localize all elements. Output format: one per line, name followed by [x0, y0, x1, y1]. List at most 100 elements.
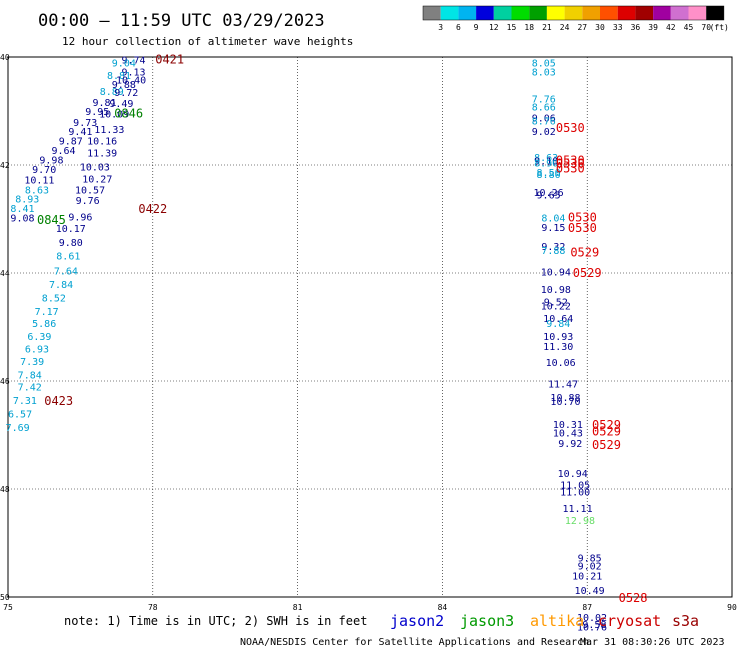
wave-height-label: 10.93	[543, 332, 573, 343]
pass-time-label: 0530	[556, 154, 585, 168]
pass-time-label: 0530	[556, 156, 585, 170]
color-scale-label: 42	[666, 23, 676, 32]
wave-height-label: 9.10	[534, 157, 558, 168]
grid-lines	[8, 57, 732, 597]
wave-height-label: 8.66	[532, 103, 556, 114]
satellite-legend: jason2 jason3 altika cryosat s3a	[390, 612, 699, 630]
satellite-altika-label: altika	[530, 612, 584, 630]
wave-height-label: 11.11	[562, 504, 592, 515]
color-scale-swatch	[493, 6, 512, 20]
wave-height-label: 9.81	[92, 98, 116, 109]
wave-height-label: 11.30	[543, 342, 573, 353]
wave-height-label: 9.98	[39, 156, 63, 167]
color-scale-label: 15	[507, 23, 517, 32]
y-tick-label: 48	[0, 485, 10, 494]
wave-height-label: 9.32	[541, 242, 565, 253]
color-scale-label: 21	[542, 23, 552, 32]
wave-height-label: 9.52	[544, 298, 568, 309]
wave-height-label: 9.06	[532, 113, 556, 124]
wave-height-label: 11.47	[548, 380, 578, 391]
wave-height-label: 8.61	[56, 252, 80, 263]
color-scale-swatch	[529, 6, 547, 20]
wave-height-label: 10.43	[553, 428, 583, 439]
wave-height-label: 8.80	[537, 170, 561, 181]
y-axis-ticks: 40 42 44 46 48 50	[0, 53, 10, 602]
pass-time-label: 0421	[155, 53, 184, 67]
wave-height-label: 10.27	[82, 175, 112, 186]
satellite-jason2-label: jason2	[390, 612, 444, 630]
wave-height-labels: 9.749.049.138.8110.409.888.899.729.499.8…	[6, 56, 607, 634]
plot-frame	[7, 56, 733, 598]
wave-height-label: 8.63	[25, 185, 49, 196]
pass-time-label: 0529	[592, 425, 621, 439]
x-tick-label: 90	[727, 603, 737, 612]
wave-height-label: 10.94	[541, 267, 571, 278]
wave-height-label: 9.64	[51, 146, 75, 157]
wave-height-label: 8.52	[42, 293, 66, 304]
wave-height-label: 9.84	[546, 319, 570, 330]
x-axis-ticks: 75 78 81 84 87 90	[3, 603, 737, 612]
pass-time-label: 0422	[138, 202, 167, 216]
wave-height-label: 10.02	[577, 613, 607, 624]
wave-height-label: 7.42	[18, 382, 42, 393]
wave-height-label: 9.80	[59, 238, 83, 249]
footnote: note: 1) Time is in UTC; 2) SWH is in fe…	[64, 614, 367, 628]
color-scale-swatch	[546, 6, 565, 20]
color-scale-swatch	[564, 6, 583, 20]
chart-subtitle: 12 hour collection of altimeter wave hei…	[62, 35, 353, 48]
wave-height-label: 7.76	[532, 95, 556, 106]
wave-height-label: 12.98	[565, 516, 595, 527]
x-tick-label: 75	[3, 603, 13, 612]
wave-height-label: 8.41	[10, 204, 34, 215]
wave-height-label: 10.21	[572, 571, 602, 582]
wave-height-label: 8.89	[100, 87, 124, 98]
pass-time-label: 0846	[114, 107, 143, 121]
chart-title: 00:00 – 11:59 UTC 03/29/2023	[38, 11, 325, 31]
wave-height-label: 10.76	[577, 623, 607, 634]
y-tick-label: 44	[0, 269, 10, 278]
wave-height-label: 9.08	[10, 213, 34, 224]
color-scale-swatch	[617, 6, 636, 20]
pass-time-label: 0530	[556, 162, 585, 176]
color-scale-label: 36	[631, 23, 641, 32]
color-scale-swatch	[635, 6, 654, 20]
color-scale-swatch	[706, 6, 724, 20]
wave-height-label: 9.96	[68, 212, 92, 223]
x-tick-label: 78	[148, 603, 158, 612]
wave-height-label: 8.04	[541, 213, 565, 224]
wave-height-label: 9.04	[112, 58, 136, 69]
wave-height-label: 7.84	[49, 280, 73, 291]
wave-height-label: 6.39	[27, 332, 51, 343]
y-tick-label: 40	[0, 53, 10, 62]
color-scale-label: 3	[438, 23, 443, 32]
pass-time-label: 0530	[568, 221, 597, 235]
wave-height-label: 9.02	[578, 562, 602, 573]
x-tick-label: 84	[438, 603, 448, 612]
wave-height-label: 9.41	[68, 127, 92, 138]
wave-height-label: 8.81	[107, 71, 131, 82]
wave-height-label: 9.72	[114, 88, 138, 99]
wave-height-label: 10.49	[575, 586, 605, 597]
color-scale-swatch	[670, 6, 689, 20]
satellite-jason3-label: jason3	[460, 612, 514, 630]
wave-height-label: 7.31	[13, 396, 37, 407]
color-scale-label: 18	[524, 23, 534, 32]
wave-height-label: 5.86	[32, 319, 56, 330]
satellite-s3a-label: s3a	[672, 612, 699, 630]
y-tick-label: 50	[0, 593, 10, 602]
color-scale-label: 24	[560, 23, 570, 32]
wave-height-label: 8.90	[534, 158, 558, 169]
wave-height-label: 10.57	[75, 185, 105, 196]
wave-height-label: 10.11	[24, 176, 54, 187]
wave-height-label: 10.26	[534, 188, 564, 199]
y-tick-label: 42	[0, 161, 10, 170]
wave-height-label: 9.15	[541, 223, 565, 234]
wave-height-label: 6.57	[8, 409, 32, 420]
color-scale-frame	[422, 5, 725, 21]
wave-height-label: 7.39	[20, 357, 44, 368]
color-scale-swatch	[600, 6, 618, 20]
wave-height-label: 10.88	[550, 393, 580, 404]
wave-height-label: 9.85	[578, 554, 602, 565]
